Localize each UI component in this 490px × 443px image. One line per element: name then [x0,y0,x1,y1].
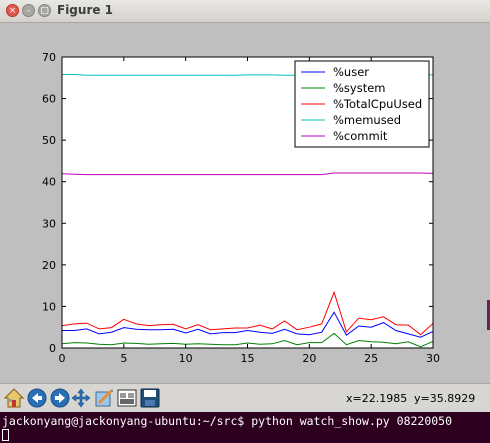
maximize-button[interactable]: □ [38,4,51,17]
pan-icon[interactable] [70,387,92,409]
window-title: Figure 1 [57,3,114,17]
y-tick-label: 60 [42,93,56,106]
figure-canvas[interactable]: 0 5 10 15 20 25 30 0 10 20 30 40 50 60 70 %user %system%… [5,25,485,380]
y-tick-label: 20 [42,259,56,272]
zoom-icon[interactable] [93,387,115,409]
series-line-totalcpuused [61,290,434,336]
x-tick-label: 5 [120,352,127,365]
x-tick-label: 20 [302,352,316,365]
cursor-y-readout: y=35.8929 [414,392,476,405]
terminal-cursor [2,429,9,441]
y-tick-label: 10 [42,300,56,313]
x-tick-label: 15 [241,352,255,365]
terminal[interactable]: jackonyang@jackonyang-ubuntu:~/src$ pyth… [0,412,490,443]
x-tick-label: 10 [179,352,193,365]
line-chart: 0 5 10 15 20 25 30 0 10 20 30 40 50 60 70 %user %system%… [42,51,440,365]
y-tick-label: 0 [49,342,56,355]
forward-icon[interactable] [49,387,71,409]
series-line-system [61,332,434,348]
y-tick-label: 70 [42,51,56,64]
close-button[interactable]: × [6,4,19,17]
terminal-scrollbar[interactable] [487,300,490,330]
cursor-x-readout: x=22.1985 [346,392,408,405]
series-line-commit [61,172,434,176]
series-line-user [62,311,434,338]
x-tick-label: 0 [59,352,66,365]
y-tick-label: 50 [42,134,56,147]
navigation-toolbar: x=22.1985 y=35.8929 [0,383,490,413]
figure-window: × – □ Figure 1 0 5 10 15 20 25 30 0 10 20 30 40 50 60… [0,0,490,413]
back-icon[interactable] [26,387,48,409]
legend-label: %commit [333,129,388,143]
legend-label: %TotalCpuUsed [333,97,422,111]
title-bar[interactable]: × – □ Figure 1 [0,0,490,23]
save-icon[interactable] [139,387,161,409]
subplots-icon[interactable] [116,387,138,409]
legend-label: %memused [333,113,401,127]
terminal-command-line: jackonyang@jackonyang-ubuntu:~/src$ pyth… [2,414,453,428]
y-tick-label: 30 [42,217,56,230]
legend-label: %user [333,65,369,79]
home-icon[interactable] [3,387,25,409]
legend-label: %system [333,81,386,95]
y-tick-label: 40 [42,176,56,189]
x-tick-label: 30 [426,352,440,365]
x-tick-label: 25 [364,352,378,365]
minimize-button[interactable]: – [22,4,35,17]
